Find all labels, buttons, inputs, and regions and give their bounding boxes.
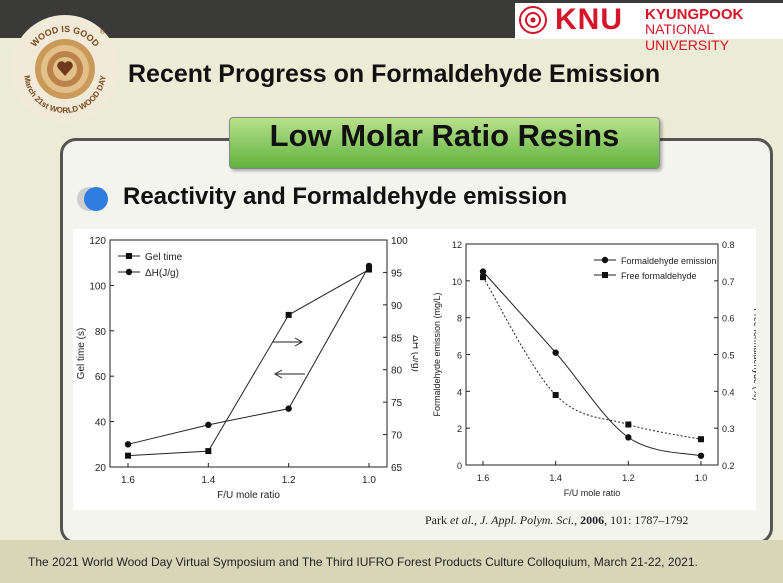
y2-tick-label: 90 — [391, 301, 403, 312]
x-tick-label: 1.2 — [282, 475, 296, 486]
x-tick-label: 1.4 — [549, 473, 562, 483]
y2-tick-label: 75 — [391, 398, 403, 409]
legend-marker-circle — [125, 268, 133, 276]
legend-marker-circle — [601, 256, 609, 264]
citation-details: , 101: 1787–1792 — [604, 513, 689, 527]
y-tick-label: 4 — [457, 387, 462, 397]
y2-tick-label: 85 — [391, 333, 403, 344]
gel-time-chart: 20 40 60 80 100 120 65 70 75 80 85 90 95 100 1.6 1.4 1.2… — [76, 236, 418, 501]
data-point-circle — [205, 421, 212, 429]
y2-tick-label: 70 — [391, 431, 403, 442]
x-tick-label: 1.2 — [622, 473, 635, 483]
university-logo: KNU KYUNGPOOK NATIONAL UNIVERSITY — [515, 3, 783, 53]
legend-label: Gel time — [145, 252, 183, 263]
y2-tick-label: 0.4 — [722, 387, 735, 397]
data-point-square — [625, 421, 632, 428]
citation-etal: et al. — [450, 513, 474, 527]
y-tick-label: 40 — [95, 418, 107, 429]
university-mark: KNU — [555, 3, 623, 36]
y-tick-label: 80 — [95, 327, 107, 338]
citation-authors: Park — [425, 513, 447, 527]
x-axis-label: F/U mole ratio — [217, 490, 280, 501]
y2-tick-label: 100 — [391, 236, 408, 247]
slide-subtitle: Reactivity and Formaldehyde emission — [123, 183, 568, 210]
y-tick-label: 100 — [89, 281, 106, 292]
world-wood-day-logo: WOOD IS GOOD March 21st WORLD WOOD DAY ® — [11, 15, 119, 123]
footer-bar: The 2021 World Wood Day Virtual Symposiu… — [0, 540, 783, 583]
x-tick-label: 1.6 — [477, 473, 490, 483]
plot-frame — [109, 239, 388, 468]
y-tick-label: 60 — [95, 372, 107, 383]
slide-title: Recent Progress on Formaldehyde Emission — [128, 60, 661, 88]
legend-label: ΔH(J/g) — [145, 268, 179, 279]
x-tick-label: 1.6 — [121, 475, 135, 486]
legend-marker-square — [126, 253, 132, 259]
data-point-square — [125, 452, 131, 459]
footer-text: The 2021 World Wood Day Virtual Symposiu… — [28, 555, 698, 569]
citation: Park et al., J. Appl. Polym. Sci., 2006,… — [425, 513, 689, 527]
bullet-icon — [77, 187, 108, 211]
y-tick-label: 8 — [457, 314, 462, 324]
series-line — [127, 265, 370, 445]
data-point-circle — [365, 262, 373, 270]
y2-tick-label: 80 — [391, 366, 403, 377]
y-tick-label: 12 — [452, 240, 462, 250]
x-tick-label: 1.0 — [695, 473, 708, 483]
y2-tick-label: 95 — [391, 268, 403, 279]
citation-year: 2006 — [580, 513, 605, 527]
y2-tick-label: 0.6 — [722, 314, 735, 324]
data-point-square — [205, 448, 212, 455]
y2-tick-label: 0.5 — [722, 351, 735, 361]
section-tab: Low Molar Ratio Resins — [229, 117, 660, 169]
y2-tick-label: 0.3 — [722, 424, 735, 434]
figure-area: 20 40 60 80 100 120 65 70 75 80 85 90 95 100 1.6 1.4 1.2… — [73, 229, 756, 510]
annotation-arrow-right-head — [294, 337, 304, 347]
annotation-arrow-left-head — [273, 369, 283, 379]
data-point-square — [285, 311, 292, 318]
legend-marker-square — [602, 272, 608, 278]
data-point-circle — [479, 268, 487, 275]
y-tick-label: 6 — [457, 351, 462, 361]
y-axis-label: Formaldehyde emission (mg/L) — [432, 292, 442, 416]
legend-label: Formaldehyde emission — [621, 256, 717, 266]
x-tick-label: 1.0 — [362, 475, 376, 486]
y-tick-label: 0 — [457, 461, 462, 471]
data-point-circle — [625, 434, 632, 441]
y2-axis-label: Free formaldehyde (%) — [752, 308, 756, 400]
data-point-square — [480, 274, 486, 281]
university-seal-icon — [519, 6, 547, 34]
y2-tick-label: 0.7 — [722, 277, 735, 287]
y-tick-label: 20 — [95, 463, 107, 474]
university-name-line2: NATIONAL UNIVERSITY — [645, 21, 730, 53]
data-point-square — [366, 266, 372, 273]
legend-label: Free formaldehyde — [621, 271, 697, 281]
formaldehyde-chart: 0 2 4 6 8 10 12 0.2 0.3 0.4 0.5 0.6 0.7 0.8 1.6 1.4 1.2 1… — [432, 240, 756, 498]
x-axis-label: F/U mole ratio — [564, 488, 621, 498]
data-point-circle — [124, 441, 132, 448]
registered-mark: ® — [100, 28, 106, 36]
data-point-circle — [697, 452, 705, 459]
y2-tick-label: 65 — [391, 463, 403, 474]
y2-axis-label: ΔH (J/g) — [410, 335, 418, 372]
series-line — [127, 269, 370, 457]
y-tick-label: 2 — [457, 424, 462, 434]
y2-tick-label: 0.8 — [722, 240, 735, 250]
x-tick-label: 1.4 — [201, 475, 215, 486]
y-tick-label: 10 — [452, 277, 462, 287]
data-point-circle — [552, 349, 559, 356]
y-tick-label: 120 — [89, 236, 106, 247]
data-point-square — [698, 436, 704, 443]
citation-journal: J. Appl. Polym. Sci. — [480, 513, 575, 527]
series-line — [482, 271, 702, 457]
y-axis-label: Gel time (s) — [76, 328, 87, 380]
data-point-square — [552, 392, 559, 399]
y2-tick-label: 0.2 — [722, 461, 735, 471]
series-line — [482, 276, 702, 440]
data-point-circle — [285, 405, 292, 412]
university-name-line1: KYUNGPOOK — [645, 6, 744, 23]
